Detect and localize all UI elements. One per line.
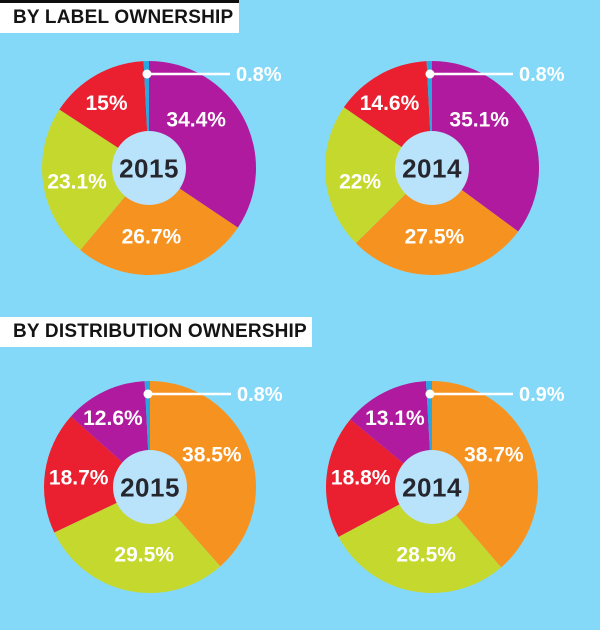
pie-slice-green xyxy=(54,487,221,593)
section-title-text: BY DISTRIBUTION OWNERSHIP xyxy=(13,321,307,342)
pie-slice-orange xyxy=(432,381,538,568)
slice-percent-label: 12.6% xyxy=(83,407,143,430)
slice-percent-label: 35.1% xyxy=(449,109,509,132)
donut-chart-2015-2: 38.5% 29.5% 18.7% 12.6% 2015 0.8% xyxy=(44,381,283,593)
section-title-label-ownership: BY LABEL OWNERSHIP xyxy=(0,0,239,33)
section-title-distribution-ownership: BY DISTRIBUTION OWNERSHIP xyxy=(0,317,312,347)
slice-percent-label: 27.5% xyxy=(405,226,465,249)
donut-chart-2014-1: 35.1% 27.5% 22% 14.6% 2014 0.8% xyxy=(325,61,565,275)
slice-percent-label: 14.6% xyxy=(360,92,420,115)
slice-percent-label: 29.5% xyxy=(114,543,174,566)
section-title-text: BY LABEL OWNERSHIP xyxy=(13,7,234,28)
chart-year-label: 2014 xyxy=(402,153,462,183)
callout-dot xyxy=(142,69,152,79)
pie-slice-orange xyxy=(355,168,519,275)
callout-dot xyxy=(425,389,435,399)
donut-hole xyxy=(113,450,187,524)
pie-slice-green xyxy=(42,109,149,251)
callout-percent-label: 0.9% xyxy=(519,384,565,406)
donut-chart-2014-3: 38.7% 28.5% 18.8% 13.1% 2014 0.9% xyxy=(326,381,565,593)
slice-percent-label: 13.1% xyxy=(365,407,425,430)
pie-slice-green xyxy=(325,107,432,244)
donut-chart-2015-0: 34.4% 26.7% 23.1% 15% 2015 0.8% xyxy=(42,61,282,275)
slice-percent-label: 18.8% xyxy=(331,467,391,490)
pie-slice-red xyxy=(326,419,432,537)
donut-hole xyxy=(395,131,469,205)
chart-year-label: 2015 xyxy=(119,153,179,183)
callout-dot xyxy=(143,389,153,399)
slice-percent-label: 26.7% xyxy=(122,226,182,249)
slice-percent-label: 38.7% xyxy=(464,444,524,467)
pie-slice-magenta xyxy=(149,61,256,228)
pie-slice-red xyxy=(44,416,150,533)
slice-percent-label: 18.7% xyxy=(49,467,109,490)
pie-slice-orange xyxy=(80,168,238,275)
donut-hole xyxy=(112,131,186,205)
donut-hole xyxy=(395,450,469,524)
callout-dot xyxy=(425,69,435,79)
chart-year-label: 2014 xyxy=(402,472,462,502)
slice-percent-label: 28.5% xyxy=(396,543,456,566)
callout-percent-label: 0.8% xyxy=(519,64,565,86)
slice-percent-label: 38.5% xyxy=(182,444,242,467)
slice-percent-label: 34.4% xyxy=(166,109,226,132)
pie-slice-green xyxy=(338,487,502,593)
pie-slice-magenta xyxy=(432,61,540,232)
callout-percent-label: 0.8% xyxy=(236,64,282,86)
slice-percent-label: 22% xyxy=(339,170,381,193)
slice-percent-label: 15% xyxy=(85,92,127,115)
callout-percent-label: 0.8% xyxy=(237,384,283,406)
chart-year-label: 2015 xyxy=(120,472,180,502)
pie-slice-orange xyxy=(150,381,256,567)
slice-percent-label: 23.1% xyxy=(47,170,107,193)
